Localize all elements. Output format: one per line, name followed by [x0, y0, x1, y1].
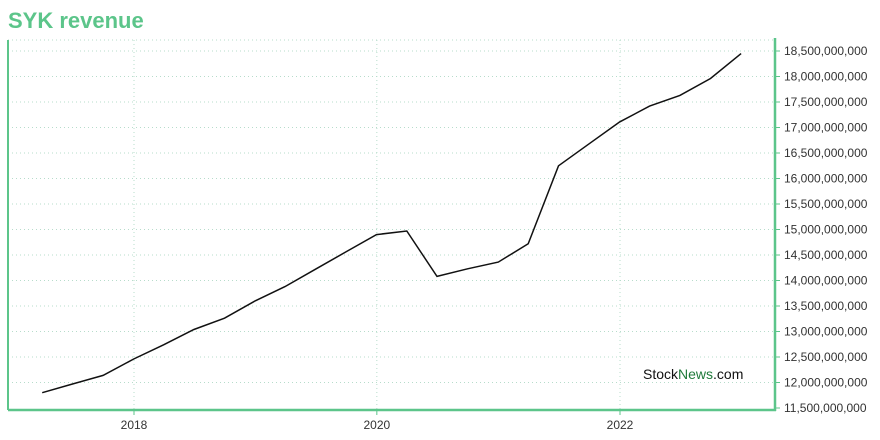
y-tick-label: 18,000,000,000	[784, 70, 868, 84]
grid-lines	[8, 39, 775, 410]
axes	[7, 38, 777, 412]
x-tick-label: 2018	[121, 418, 148, 432]
y-tick-label: 16,500,000,000	[784, 146, 868, 160]
y-tick-label: 16,000,000,000	[784, 172, 868, 186]
y-tick-label: 17,500,000,000	[784, 95, 868, 109]
x-axis-ticks: 2018 2020 2022	[121, 410, 634, 432]
revenue-series-line	[41, 53, 742, 394]
y-tick-label: 15,000,000,000	[784, 223, 868, 237]
watermark-stock: Stock	[643, 366, 679, 382]
y-tick-label: 12,000,000,000	[784, 376, 868, 390]
y-tick-label: 18,500,000,000	[784, 44, 868, 58]
x-tick-label: 2020	[363, 418, 390, 432]
y-tick-label: 13,500,000,000	[784, 299, 868, 313]
watermark-com: .com	[713, 366, 743, 382]
x-tick-label: 2022	[607, 418, 634, 432]
y-tick-label: 14,500,000,000	[784, 248, 868, 262]
y-tick-label: 17,000,000,000	[784, 121, 868, 135]
y-tick-label: 13,000,000,000	[784, 325, 868, 339]
y-axis-ticks: 11,500,000,000 12,000,000,000 12,500,000,0…	[775, 44, 868, 415]
watermark-news: News	[678, 366, 713, 382]
stocknews-watermark: StockNews.com	[643, 366, 743, 382]
y-tick-label: 11,500,000,000	[784, 401, 867, 415]
y-tick-label: 12,500,000,000	[784, 350, 868, 364]
chart-title: SYK revenue	[8, 8, 144, 33]
y-tick-label: 14,000,000,000	[784, 274, 868, 288]
y-tick-label: 15,500,000,000	[784, 197, 868, 211]
